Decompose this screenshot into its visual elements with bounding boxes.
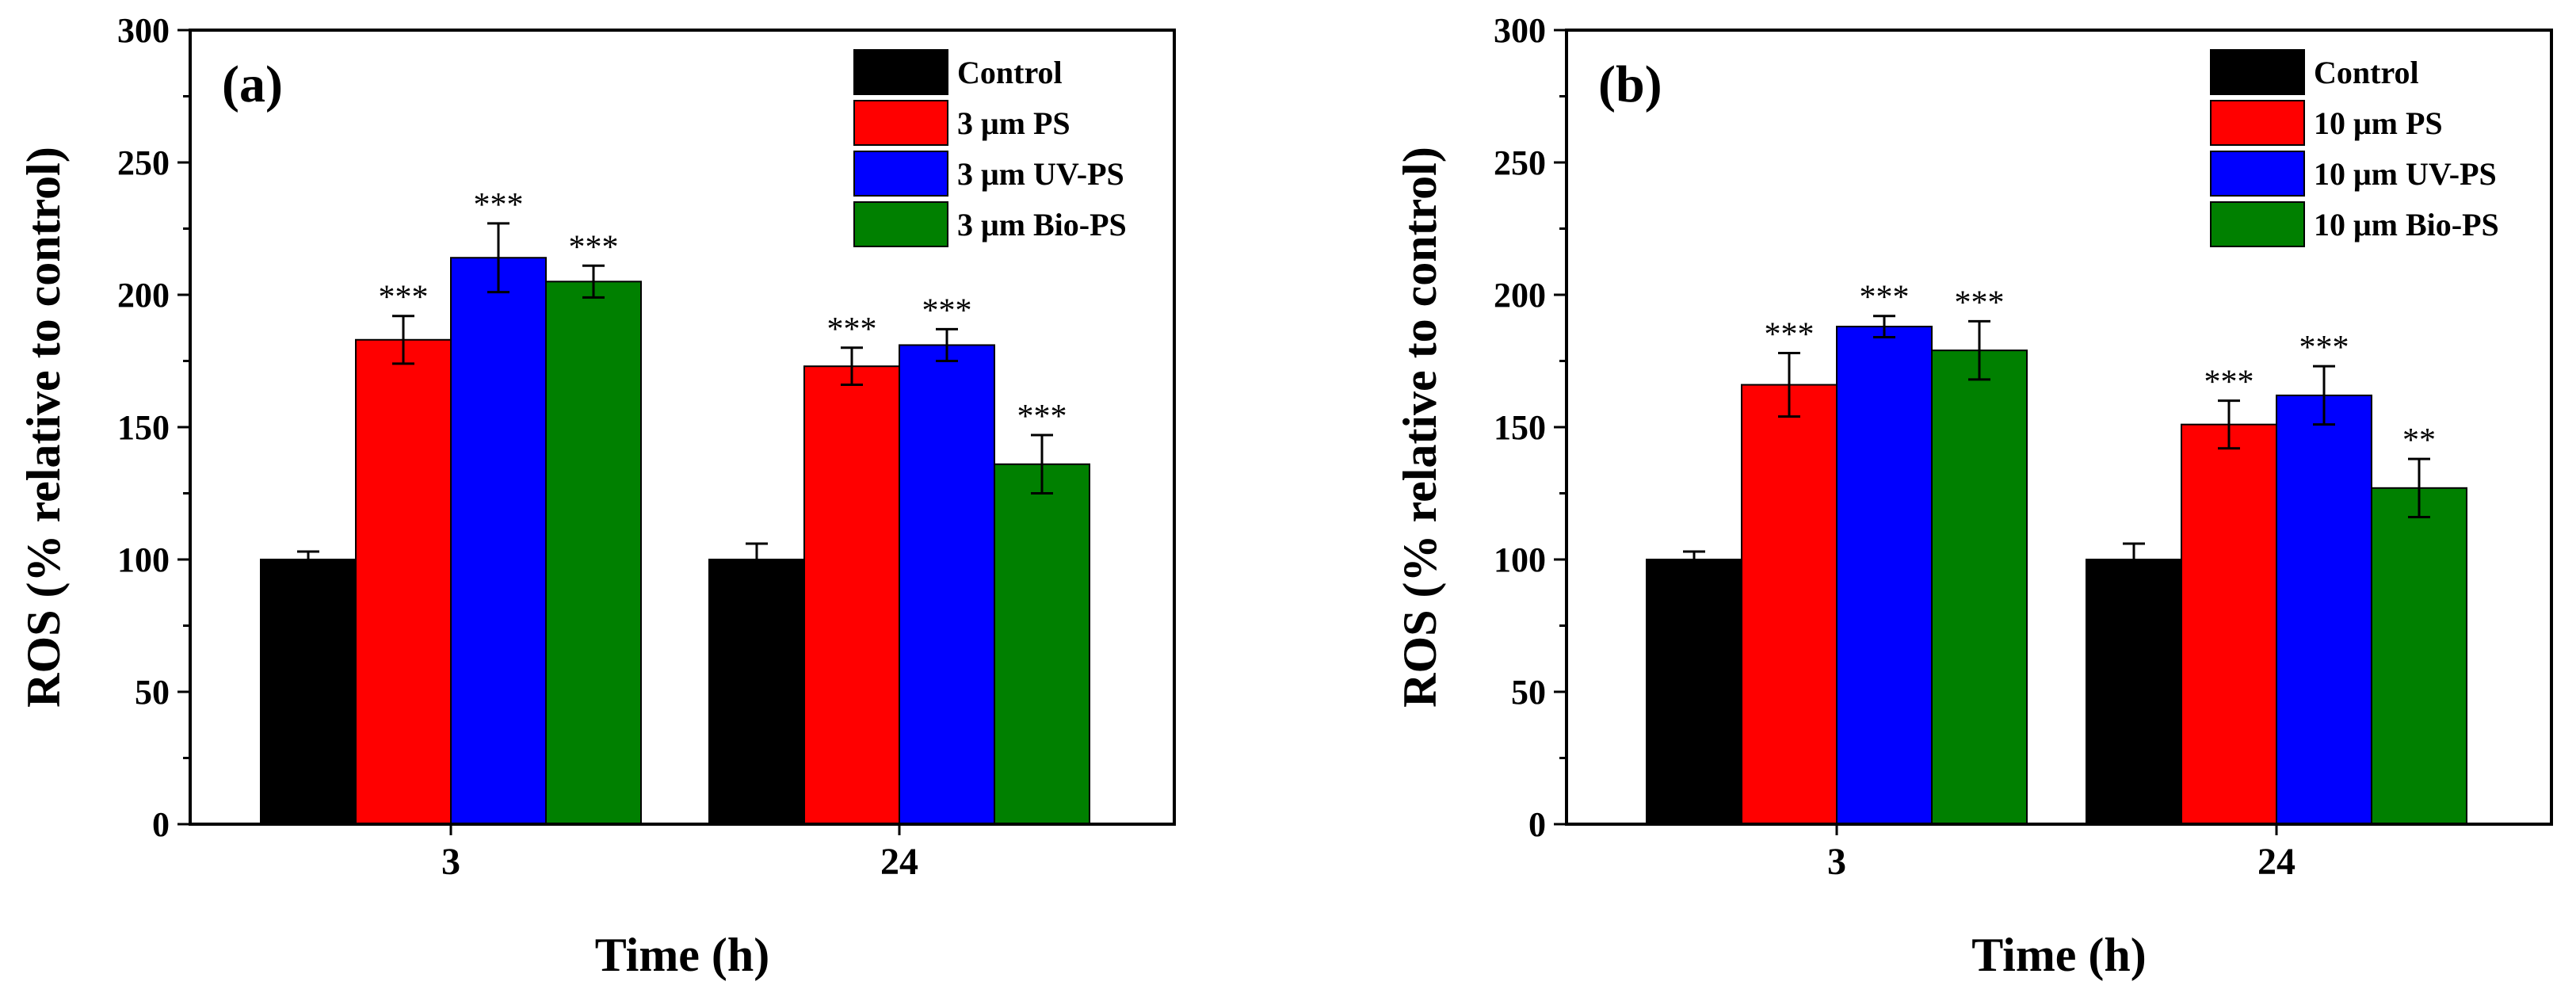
y-tick-label: 200 bbox=[1494, 276, 1546, 315]
bar bbox=[1646, 559, 1742, 825]
bar bbox=[2371, 487, 2467, 825]
bar bbox=[2276, 394, 2372, 826]
bar bbox=[1836, 326, 1933, 825]
legend-label: Control bbox=[957, 55, 1063, 90]
y-tick-label: 150 bbox=[1494, 408, 1546, 447]
significance-marker: *** bbox=[1860, 280, 1910, 316]
y-tick-label: 300 bbox=[117, 11, 170, 50]
legend-swatch bbox=[2210, 100, 2305, 146]
y-tick-label: 0 bbox=[152, 805, 170, 844]
significance-marker: *** bbox=[2204, 365, 2254, 401]
y-axis-title: ROS (% relative to control) bbox=[17, 147, 70, 708]
y-tick-label: 250 bbox=[1494, 143, 1546, 182]
legend: Control 10 μm PS 10 μm UV-PS 10 μm Bio-PS bbox=[2210, 49, 2499, 247]
legend: Control 3 μm PS 3 μm UV-PS 3 μm Bio-PS bbox=[853, 49, 1127, 247]
x-axis-title: Time (h) bbox=[595, 929, 770, 981]
y-axis-title: ROS (% relative to control) bbox=[1394, 147, 1446, 708]
significance-marker: *** bbox=[1955, 284, 2005, 321]
legend-swatch bbox=[853, 100, 948, 146]
significance-marker: ** bbox=[2402, 422, 2436, 459]
bar bbox=[450, 257, 547, 825]
legend-swatch bbox=[853, 49, 948, 95]
y-tick-label: 250 bbox=[117, 143, 170, 182]
legend-label: 3 μm UV-PS bbox=[957, 156, 1124, 192]
bar bbox=[899, 344, 995, 825]
bar bbox=[545, 281, 642, 825]
y-tick-label: 200 bbox=[117, 276, 170, 315]
significance-marker: *** bbox=[922, 292, 972, 329]
significance-marker: *** bbox=[379, 280, 429, 316]
x-tick-label: 3 bbox=[441, 841, 460, 883]
legend-swatch bbox=[2210, 201, 2305, 247]
legend-swatch bbox=[853, 201, 948, 247]
legend-swatch bbox=[2210, 49, 2305, 95]
panel-label: (a) bbox=[222, 55, 283, 113]
chart-panel-b: ****** ***3********24050100150200250300Ti… bbox=[1394, 11, 2553, 981]
chart-panel-a: *** *** *** 3 *** *** *** 24 0 50 100 150 200 250 300 T… bbox=[17, 11, 1176, 981]
y-tick-label: 100 bbox=[1494, 540, 1546, 579]
significance-marker: *** bbox=[827, 311, 877, 348]
bar bbox=[2181, 423, 2277, 825]
y-tick-label: 50 bbox=[135, 673, 170, 712]
y-tick-label: 150 bbox=[117, 408, 170, 447]
legend-label: 10 μm PS bbox=[2314, 105, 2443, 141]
bar bbox=[803, 365, 900, 825]
bar bbox=[355, 338, 452, 825]
legend-label: Control bbox=[2314, 55, 2419, 90]
legend-label: 3 μm Bio-PS bbox=[957, 207, 1127, 242]
y-tick-label: 100 bbox=[117, 540, 170, 579]
x-axis-title: Time (h) bbox=[1971, 929, 2147, 981]
y-tick-label: 300 bbox=[1494, 11, 1546, 50]
significance-marker: *** bbox=[569, 229, 619, 265]
bar bbox=[1741, 384, 1838, 825]
significance-marker: *** bbox=[474, 187, 524, 223]
bar bbox=[1931, 349, 2028, 825]
panel-label: (b) bbox=[1598, 55, 1662, 113]
x-tick-label: 3 bbox=[1827, 841, 1846, 883]
x-tick-label: 24 bbox=[2257, 841, 2296, 883]
bar bbox=[994, 463, 1090, 825]
bar bbox=[2086, 559, 2182, 825]
x-tick-label: 24 bbox=[880, 841, 918, 883]
y-tick-label: 50 bbox=[1511, 673, 1546, 712]
legend-swatch bbox=[853, 151, 948, 197]
bar bbox=[708, 559, 805, 825]
significance-marker: *** bbox=[1017, 399, 1067, 435]
plot-frame bbox=[189, 29, 1176, 826]
bar bbox=[260, 559, 357, 825]
significance-marker: *** bbox=[2299, 330, 2349, 366]
y-tick-label: 0 bbox=[1528, 805, 1546, 844]
significance-marker: *** bbox=[1765, 316, 1815, 353]
legend-label: 10 μm UV-PS bbox=[2314, 156, 2497, 192]
plot-frame bbox=[1565, 29, 2553, 826]
legend-swatch bbox=[2210, 151, 2305, 197]
legend-label: 10 μm Bio-PS bbox=[2314, 207, 2499, 242]
legend-label: 3 μm PS bbox=[957, 105, 1070, 141]
